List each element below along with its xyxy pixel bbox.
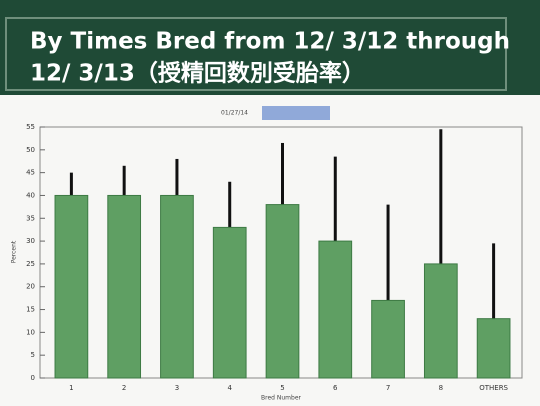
legend-swatch <box>262 106 330 120</box>
chart-title: By Times Bred from 12/ 3/12 through <box>30 29 510 55</box>
y-tick-label: 15 <box>26 306 35 314</box>
bar <box>423 263 458 379</box>
bar <box>318 240 353 379</box>
y-tick-label: 35 <box>26 214 35 222</box>
y-tick-label: 55 <box>26 123 35 131</box>
y-tick-label: 20 <box>26 283 35 291</box>
x-axis-label: Bred Number <box>261 395 301 402</box>
y-tick-label: 40 <box>26 191 35 199</box>
x-tick-label: 1 <box>69 384 73 392</box>
y-tick-label: 30 <box>26 237 35 245</box>
legend-label: 01/27/14 <box>221 110 248 117</box>
title-banner <box>0 0 540 95</box>
bar <box>160 194 194 379</box>
y-tick-label: 0 <box>31 374 35 382</box>
x-tick-label: 8 <box>439 384 443 392</box>
bar <box>107 194 142 379</box>
y-tick-label: 25 <box>26 260 35 268</box>
y-tick-label: 45 <box>26 169 35 177</box>
bar <box>476 318 511 379</box>
bar <box>212 226 247 379</box>
x-tick-label: 7 <box>386 384 390 392</box>
y-tick-label: 50 <box>26 146 35 154</box>
x-tick-label: 6 <box>333 384 338 392</box>
x-tick-label: 3 <box>175 384 179 392</box>
bar <box>265 204 300 379</box>
x-tick-label: 5 <box>280 384 284 392</box>
y-axis-label: Percent <box>11 240 18 263</box>
x-tick-label: 4 <box>227 384 232 392</box>
bar <box>371 299 405 379</box>
y-tick-label: 10 <box>26 328 35 336</box>
x-tick-label: OTHERS <box>479 384 508 392</box>
x-tick-label: 2 <box>122 384 126 392</box>
bar <box>54 194 89 379</box>
y-tick-label: 5 <box>31 351 35 359</box>
chart-title: 12/ 3/13（授精回数別受胎率） <box>30 60 365 87</box>
title-frame <box>5 17 507 91</box>
